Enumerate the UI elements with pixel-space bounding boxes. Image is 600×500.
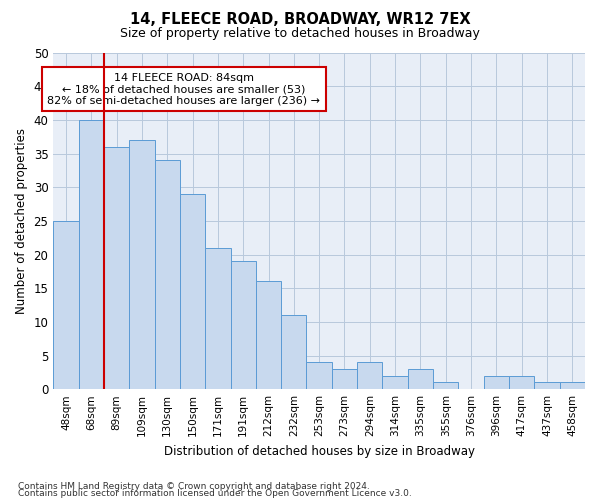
Bar bbox=[79, 120, 104, 389]
Bar bbox=[535, 382, 560, 389]
Text: Contains public sector information licensed under the Open Government Licence v3: Contains public sector information licen… bbox=[18, 490, 412, 498]
Text: Size of property relative to detached houses in Broadway: Size of property relative to detached ho… bbox=[120, 28, 480, 40]
Text: 14 FLEECE ROAD: 84sqm
← 18% of detached houses are smaller (53)
82% of semi-deta: 14 FLEECE ROAD: 84sqm ← 18% of detached … bbox=[47, 72, 320, 106]
Bar bbox=[230, 261, 256, 389]
Bar bbox=[205, 248, 230, 389]
Bar bbox=[509, 376, 535, 389]
Bar bbox=[408, 369, 433, 389]
Bar bbox=[382, 376, 408, 389]
Bar bbox=[307, 362, 332, 389]
Bar bbox=[104, 147, 129, 389]
Y-axis label: Number of detached properties: Number of detached properties bbox=[15, 128, 28, 314]
Bar bbox=[484, 376, 509, 389]
Text: 14, FLEECE ROAD, BROADWAY, WR12 7EX: 14, FLEECE ROAD, BROADWAY, WR12 7EX bbox=[130, 12, 470, 28]
X-axis label: Distribution of detached houses by size in Broadway: Distribution of detached houses by size … bbox=[164, 444, 475, 458]
Bar bbox=[332, 369, 357, 389]
Bar bbox=[129, 140, 155, 389]
Bar bbox=[53, 221, 79, 389]
Bar bbox=[256, 282, 281, 389]
Bar bbox=[357, 362, 382, 389]
Bar bbox=[180, 194, 205, 389]
Bar bbox=[560, 382, 585, 389]
Bar bbox=[433, 382, 458, 389]
Text: Contains HM Land Registry data © Crown copyright and database right 2024.: Contains HM Land Registry data © Crown c… bbox=[18, 482, 370, 491]
Bar bbox=[155, 160, 180, 389]
Bar bbox=[281, 315, 307, 389]
